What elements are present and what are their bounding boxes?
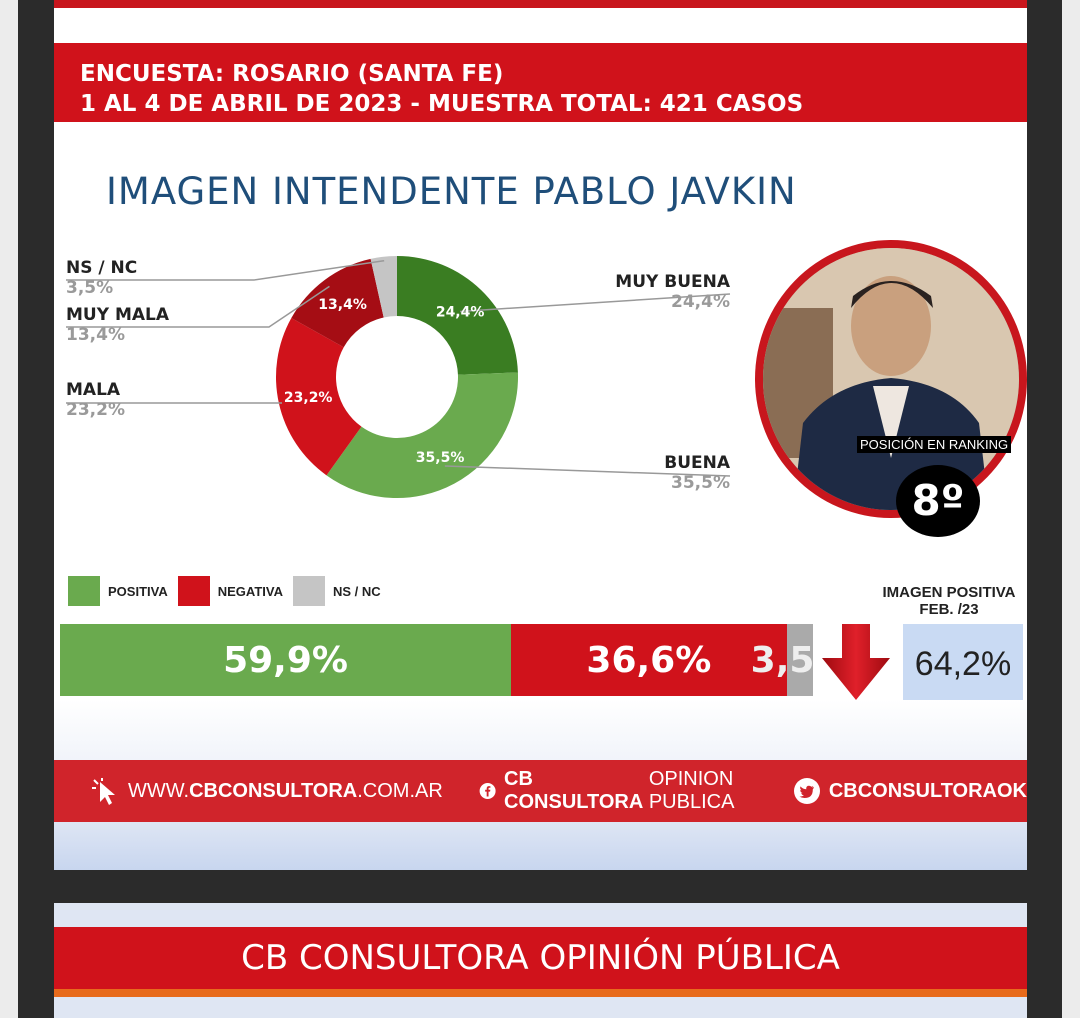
survey-header-banner: ENCUESTA: ROSARIO (SANTA FE) 1 AL 4 DE A… — [54, 43, 1027, 122]
twitter-link[interactable]: CBCONSULTORAOK — [793, 777, 1027, 805]
bar-segment-positiva: 59,9% — [60, 624, 512, 696]
twitter-icon — [793, 778, 820, 804]
website-link[interactable]: WWW. CBCONSULTORA .COM.AR — [90, 776, 443, 806]
chart-title: IMAGEN INTENDENTE PABLO JAVKIN — [106, 170, 797, 213]
legend-label-ns-nc: NS / NC 3,5% — [66, 258, 138, 298]
next-slide-stripe — [54, 989, 1027, 997]
stacked-bar: 59,9% 36,6% 3,5% — [60, 624, 813, 696]
legend-text-ns-nc: NS / NC — [332, 583, 381, 599]
donut-slice-muy-mala — [291, 258, 384, 348]
legend-swatch-negativa — [177, 576, 210, 606]
social-footer: WWW. CBCONSULTORA .COM.AR CB CONSULTORA OP… — [54, 760, 1027, 822]
mayor-photo: POSICIÓN EN RANKING 8º — [755, 240, 1027, 537]
leader-line-muy-buena — [460, 293, 731, 313]
mayor-portrait — [763, 248, 1019, 510]
next-slide-title: CB CONSULTORA OPINIÓN PÚBLICA — [54, 927, 1027, 989]
cursor-click-icon — [92, 778, 115, 805]
person-silhouette-icon — [763, 248, 1019, 510]
leader-line-ns-nc — [66, 259, 385, 281]
top-stripe — [54, 0, 1027, 8]
bar-value-negativa: 36,6% — [586, 639, 712, 681]
bar-segment-negativa: 36,6% — [511, 624, 787, 696]
legend-label-mala: MALA 23,2% — [66, 380, 125, 420]
donut-value-buena: 35,5% — [416, 450, 465, 466]
survey-header-line1: ENCUESTA: ROSARIO (SANTA FE) — [80, 61, 504, 87]
next-slide: CB CONSULTORA OPINIÓN PÚBLICA — [54, 903, 1027, 1018]
facebook-link[interactable]: CB CONSULTORA OPINION PUBLICA — [479, 768, 757, 814]
bar-value-positiva: 59,9% — [223, 639, 348, 681]
donut-value-muy-buena: 24,4% — [436, 304, 485, 320]
donut-slice-ns-nc — [370, 256, 397, 318]
legend-swatch-positiva — [68, 576, 100, 606]
legend-label-muy-buena: MUY BUENA 24,4% — [615, 272, 730, 312]
previous-image-title: IMAGEN POSITIVA FEB. /23 — [882, 584, 1016, 618]
leader-line-buena — [444, 465, 731, 477]
legend-label-buena: BUENA 35,5% — [664, 453, 730, 493]
survey-header-line2: 1 AL 4 DE ABRIL DE 2023 - MUESTRA TOTAL:… — [80, 91, 804, 117]
donut-slice-mala — [275, 318, 362, 476]
donut-value-mala: 23,2% — [284, 390, 333, 406]
previous-image-value: 64,2% — [903, 624, 1023, 704]
leader-line-muy-mala — [66, 285, 330, 328]
legend-swatch-ns-nc — [292, 576, 325, 606]
facebook-icon — [479, 783, 496, 799]
ranking-label: POSICIÓN EN RANKING — [857, 436, 1012, 453]
legend-label-muy-mala: MUY MALA 13,4% — [66, 305, 170, 345]
donut-slice-muy-buena — [397, 256, 518, 375]
arrow-down-icon — [822, 624, 890, 700]
legend-text-negativa: NEGATIVA — [217, 583, 283, 599]
legend-text-positiva: POSITIVA — [108, 583, 168, 599]
bar-legend: POSITIVA NEGATIVA NS / NC — [68, 576, 391, 606]
donut-chart: 24,4% 35,5% 23,2% 13,4% — [66, 256, 731, 498]
bar-segment-ns-nc: 3,5% — [751, 624, 813, 696]
donut-value-muy-mala: 13,4% — [318, 297, 367, 313]
survey-slide: ENCUESTA: ROSARIO (SANTA FE) 1 AL 4 DE A… — [54, 0, 1027, 870]
bar-value-ns-nc: 3,5% — [750, 639, 813, 681]
ranking-badge: 8º — [896, 465, 980, 537]
